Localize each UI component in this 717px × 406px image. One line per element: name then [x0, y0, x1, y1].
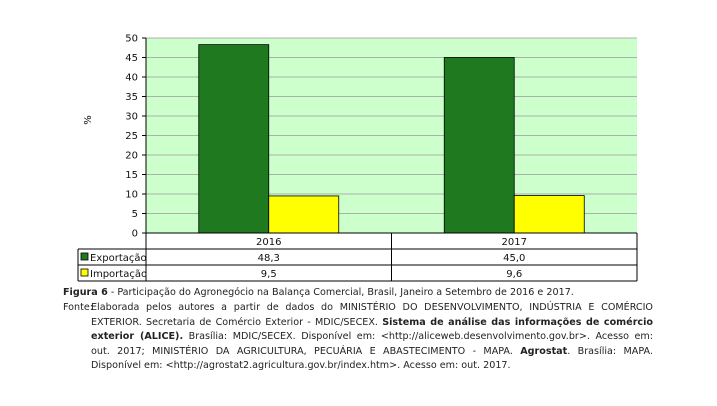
- bar-importacao-2017: [513, 195, 585, 234]
- source-part-2: Brasília: MDIC/SECEX. Disponível em: <ht…: [91, 331, 653, 357]
- bar-importacao-2016: [268, 195, 340, 234]
- source-bold-2: Agrostat: [520, 345, 568, 357]
- table-value-exportacao-2016: 48,3: [258, 253, 280, 264]
- y-tick-label: 40: [125, 73, 138, 84]
- y-tick-label: 5: [132, 209, 138, 220]
- legend-label-exportacao: Exportação: [90, 253, 147, 264]
- figure-source: Fonte: Elaborada pelos autores a partir …: [63, 301, 653, 374]
- y-tick-label: 0: [132, 229, 138, 240]
- source-part-1: Elaborada pelos autores a partir de dado…: [91, 302, 653, 328]
- table-value-importacao-2016: 9,5: [261, 269, 277, 280]
- table-value-importacao-2017: 9,6: [506, 269, 522, 280]
- bar-exportacao-2016: [198, 44, 270, 234]
- source-part-3: . Brasília: MAPA. Disponível em: <http:/…: [91, 345, 653, 372]
- bars: [198, 44, 585, 234]
- legend-swatch-exportacao: [80, 252, 89, 261]
- legend-swatch-importacao: [80, 268, 89, 277]
- figure-label: Figura 6: [63, 287, 108, 298]
- source-text: Elaborada pelos autores a partir de dado…: [91, 301, 653, 374]
- table-value-exportacao-2017: 45,0: [503, 253, 525, 264]
- figure-title: - Participação do Agronegócio na Balança…: [107, 287, 574, 298]
- y-tick-label: 15: [125, 170, 138, 181]
- y-ticks: 0 5 10 15 20 25 30 35 40 45 50: [125, 34, 146, 240]
- y-axis-label: %: [83, 115, 94, 125]
- data-table: [77, 233, 638, 282]
- figure-caption: Figura 6 - Participação do Agronegócio n…: [63, 286, 663, 300]
- source-label: Fonte:: [63, 302, 94, 313]
- legend-label-importacao: Importação: [90, 269, 147, 280]
- category-label-2017: 2017: [502, 237, 527, 248]
- y-tick-label: 35: [125, 92, 138, 103]
- y-tick-label: 50: [125, 34, 138, 45]
- y-tick-label: 20: [125, 151, 138, 162]
- category-label-2016: 2016: [256, 237, 281, 248]
- y-tick-label: 30: [125, 112, 138, 123]
- source-bold-1: Sistema de análise das informações de co…: [91, 316, 653, 343]
- bar-exportacao-2017: [443, 57, 515, 234]
- y-tick-label: 10: [125, 190, 138, 201]
- y-tick-label: 45: [125, 53, 138, 64]
- y-tick-label: 25: [125, 131, 138, 142]
- chart: 0 5 10 15 20 25 30 35 40 45 50 % 2016 2017 Exporta…: [77, 34, 638, 282]
